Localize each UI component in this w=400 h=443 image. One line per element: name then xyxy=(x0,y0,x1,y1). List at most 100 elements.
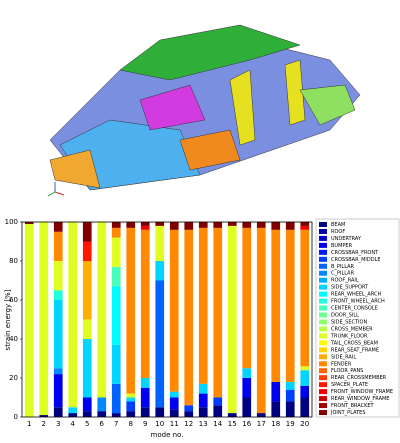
bar-segment xyxy=(300,397,310,417)
legend-swatch xyxy=(319,347,327,353)
legend-swatch xyxy=(319,270,327,276)
legend-swatch xyxy=(319,277,327,283)
bar-segment xyxy=(155,225,165,261)
legend-label: CROSSBAR_FRONT xyxy=(331,250,379,256)
x-tick-label: 1 xyxy=(27,420,31,428)
bar-segment xyxy=(111,237,121,267)
bar-segment xyxy=(68,407,78,414)
bar-segment xyxy=(53,261,63,291)
bar-segment xyxy=(111,222,121,228)
bar-segment xyxy=(300,366,310,371)
bar-segment xyxy=(242,378,252,398)
x-tick-label: 7 xyxy=(114,420,118,428)
x-tick-label: 8 xyxy=(129,420,133,428)
bar-segment xyxy=(184,405,194,412)
x-tick-label: 6 xyxy=(100,420,105,428)
bar-segment xyxy=(285,401,295,417)
legend-swatch xyxy=(319,368,327,374)
legend-swatch xyxy=(319,242,327,248)
legend-swatch xyxy=(319,284,327,290)
legend-label: REAR_WHEEL_ARCH xyxy=(331,292,381,298)
y-tick-label: 80 xyxy=(9,257,18,265)
bar-segment xyxy=(242,222,252,228)
plot-area xyxy=(24,222,310,417)
bar-segment xyxy=(82,319,92,339)
x-tick-label: 15 xyxy=(228,420,237,428)
legend-label: REAR_SEAT_FRAME xyxy=(331,347,379,353)
bar-segment xyxy=(184,229,194,406)
bar-segment xyxy=(256,413,266,417)
legend-label: BUMPER xyxy=(331,243,353,249)
legend-swatch xyxy=(319,319,327,325)
legend-label: CENTER_CONSOLE xyxy=(331,306,378,312)
legend-swatch xyxy=(319,382,327,388)
x-tick-label: 12 xyxy=(184,420,193,428)
legend-swatch xyxy=(319,249,327,255)
bar-segment xyxy=(256,222,266,228)
legend-swatch xyxy=(319,312,327,318)
bar-segment xyxy=(169,391,179,398)
legend-label: ROOF xyxy=(331,229,345,235)
bar-segment xyxy=(97,397,107,412)
legend-label: SIDE_SECTION xyxy=(331,319,367,325)
bar-segment xyxy=(68,413,78,417)
bar-segment xyxy=(300,370,310,386)
bar-segment xyxy=(242,397,252,417)
legend-swatch xyxy=(319,305,327,311)
bar-segment xyxy=(82,339,92,398)
legend-swatch xyxy=(319,340,327,346)
bar-segment xyxy=(198,383,208,394)
legend-swatch xyxy=(319,354,327,360)
car-rendering xyxy=(47,24,361,197)
bar-segment xyxy=(82,397,92,412)
x-tick-label: 9 xyxy=(143,420,147,428)
legend-label: REAR_WINDOW_FRAME xyxy=(331,396,389,402)
legend-label: CROSS_MEMBER xyxy=(331,326,373,332)
bar-segment xyxy=(169,229,179,392)
bar-segment xyxy=(82,222,92,242)
bar-segment xyxy=(271,401,281,417)
bar-segment xyxy=(213,405,223,417)
bar-segment xyxy=(271,381,281,402)
bar-segment xyxy=(68,222,78,408)
bar-segment xyxy=(53,374,63,408)
bar-segment xyxy=(213,222,223,228)
legend-swatch xyxy=(319,291,327,297)
x-tick-label: 10 xyxy=(155,420,164,428)
bar-segment xyxy=(184,411,194,417)
bar-segment xyxy=(198,393,208,408)
bar-segment xyxy=(198,227,208,384)
legend-label: B_PILLAR xyxy=(331,264,355,270)
bar-segment xyxy=(111,286,121,345)
x-axis-label: mode no. xyxy=(151,431,184,439)
legend-label: REAR_CROSSMEMBER xyxy=(331,375,387,381)
bar-segment xyxy=(242,227,252,369)
bar-segment xyxy=(285,229,295,382)
legend-label: FLOOR_PANS xyxy=(331,368,363,374)
legend-swatch xyxy=(319,333,327,339)
bar-segment xyxy=(140,378,150,388)
legend-swatch xyxy=(319,326,327,332)
bar-segment xyxy=(53,300,63,369)
legend-label: SIDE_SUPPORT xyxy=(331,285,369,291)
bar-segment xyxy=(82,411,92,417)
legend-label: FRONT_BRACKET xyxy=(331,403,375,409)
legend-swatch xyxy=(319,403,327,409)
x-tick-label: 20 xyxy=(300,420,309,428)
bar-segment xyxy=(24,222,34,224)
bar-segment xyxy=(126,222,136,228)
bar-segment xyxy=(285,381,295,390)
legend-label: SPACER_PLATE xyxy=(331,382,368,388)
x-tick-label: 16 xyxy=(242,420,251,428)
bar-segment xyxy=(140,387,150,408)
legend-label: CROSSBAR_MIDDLE xyxy=(331,257,381,263)
x-tick-label: 18 xyxy=(271,420,280,428)
x-tick-label: 2 xyxy=(42,420,46,428)
bar-segment xyxy=(126,401,136,412)
legend-label: FRONT_WHEEL_ARCH xyxy=(331,299,385,305)
bar-segment xyxy=(198,407,208,417)
x-tick-label: 4 xyxy=(71,420,76,428)
y-axis-label: strain energy [%] xyxy=(4,289,12,350)
bar-segment xyxy=(97,411,107,417)
